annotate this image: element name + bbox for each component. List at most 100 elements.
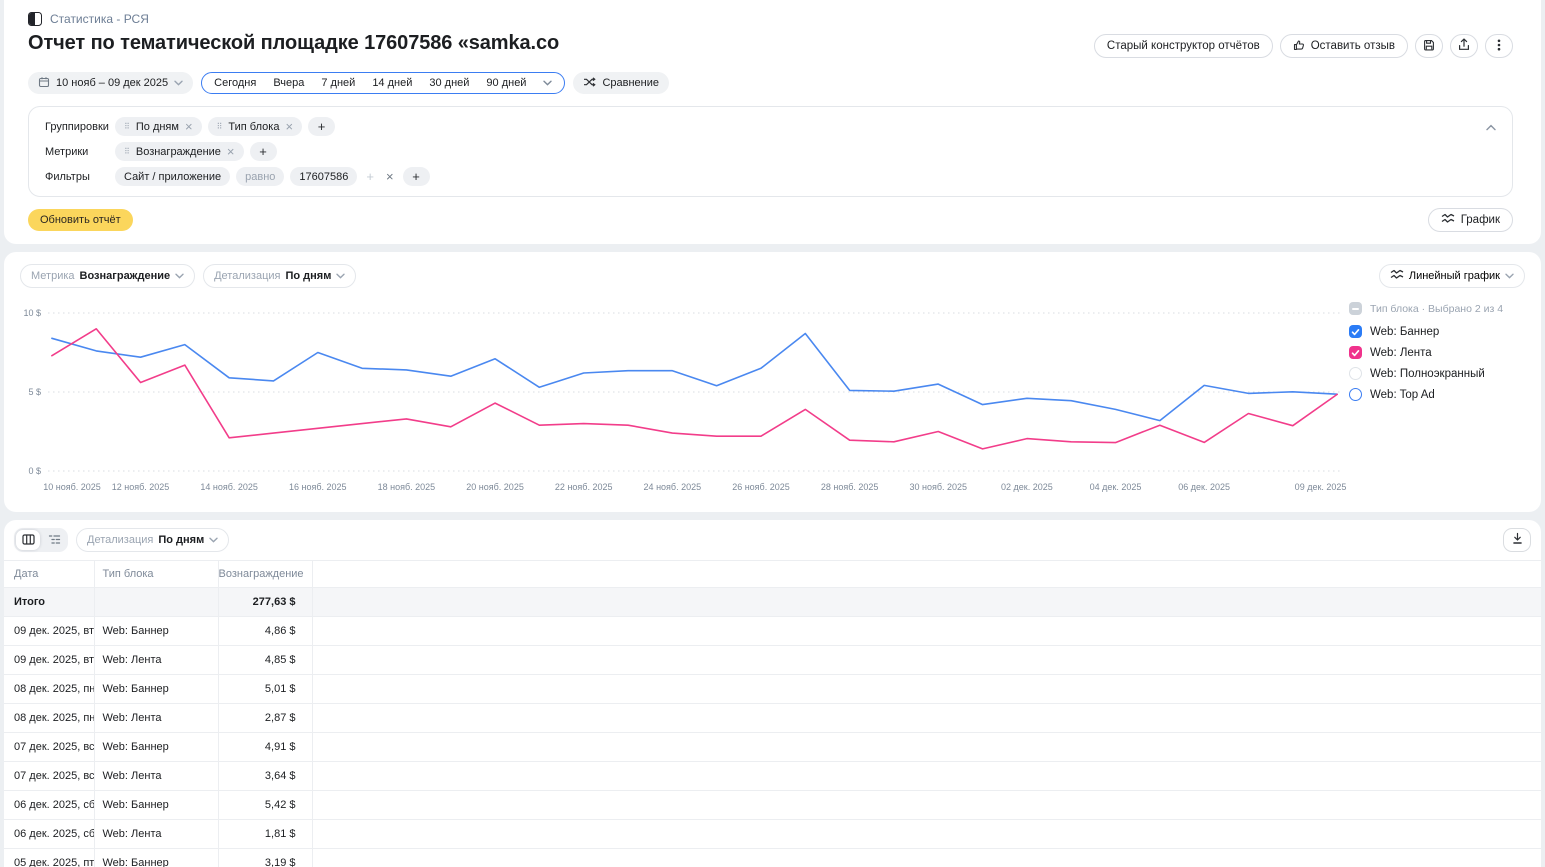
cell-block-type: Web: Баннер — [94, 790, 219, 820]
report-actions-row: Обновить отчёт График — [28, 208, 1513, 232]
drag-handle-icon[interactable]: ⠿ — [124, 147, 130, 156]
table-row: 07 дек. 2025, вс Web: Баннер 4,91 $ — [4, 732, 1541, 762]
filter-value[interactable]: 17607586 — [290, 167, 358, 186]
cell-block-type: Web: Лента — [94, 703, 219, 733]
checked-checkbox-icon[interactable] — [1349, 346, 1362, 359]
table-detail-dropdown[interactable]: Детализация По дням — [76, 528, 230, 552]
unchecked-checkbox-icon[interactable] — [1349, 367, 1362, 380]
x-tick-label: 30 нояб. 2025 — [909, 482, 968, 492]
x-tick-label: 20 нояб. 2025 — [466, 482, 524, 492]
filters-row: Фильтры Сайт / приложение равно 17607586… — [45, 164, 1496, 189]
pivot-view-button[interactable] — [42, 530, 66, 550]
more-button[interactable] — [1485, 34, 1513, 58]
chart-body: 0 $ 5 $ 10 $ 10 нояб. 2025 12 нояб. 2025 14 … — [20, 302, 1525, 496]
x-tick-label: 24 нояб. 2025 — [643, 482, 702, 492]
update-report-button[interactable]: Обновить отчёт — [28, 209, 133, 231]
download-button[interactable] — [1503, 528, 1531, 552]
cell-date: 08 дек. 2025, пн — [4, 703, 95, 733]
app-logo-icon — [28, 12, 42, 26]
save-icon — [1423, 39, 1435, 54]
close-icon[interactable]: × — [184, 119, 193, 134]
unchecked-checkbox-icon[interactable] — [1349, 388, 1362, 401]
date-range-picker[interactable]: 10 нояб – 09 дек 2025 — [28, 72, 194, 94]
x-tick-label: 06 дек. 2025 — [1178, 482, 1231, 492]
chart-line — [52, 329, 1337, 449]
grouping-chip[interactable]: ⠿ Тип блока × — [207, 117, 303, 136]
cell-date: 07 дек. 2025, вс — [4, 732, 95, 762]
table-row: 08 дек. 2025, пн Web: Лента 2,87 $ — [4, 703, 1541, 733]
legend-item[interactable]: Web: Лента — [1349, 346, 1525, 359]
compare-icon — [583, 76, 597, 90]
date-preset[interactable]: 14 дней — [372, 77, 413, 89]
old-report-builder-button[interactable]: Старый конструктор отчётов — [1093, 34, 1273, 58]
cell-date: 08 дек. 2025, пн — [4, 674, 95, 704]
feedback-button[interactable]: Оставить отзыв — [1279, 34, 1408, 58]
checked-checkbox-icon[interactable] — [1349, 325, 1362, 338]
chart-header: Метрика Вознаграждение Детализация По дн… — [20, 264, 1525, 288]
column-header-block-type[interactable]: Тип блока — [94, 560, 219, 588]
x-tick-label: 12 нояб. 2025 — [111, 482, 170, 492]
drag-handle-icon[interactable]: ⠿ — [216, 122, 223, 131]
cell-date: 05 дек. 2025, пт — [4, 848, 95, 867]
date-range-label: 10 нояб – 09 дек 2025 — [56, 77, 169, 89]
breadcrumb-label: Статистика - РСЯ — [50, 12, 149, 26]
chart-type-dropdown[interactable]: Линейный график — [1378, 264, 1525, 288]
legend-item[interactable]: Web: Полноэкранный — [1349, 367, 1525, 380]
groupings-row: Группировки ⠿ По дням × ⠿ Тип блока × + — [45, 114, 1496, 139]
table-row: 09 дек. 2025, вт Web: Лента 4,85 $ — [4, 645, 1541, 675]
query-panel: Группировки ⠿ По дням × ⠿ Тип блока × + Метрик… — [28, 106, 1513, 197]
column-header-empty — [312, 560, 1541, 588]
export-button[interactable] — [1450, 34, 1478, 58]
header-section: Статистика - РСЯ Отчет по тематической п… — [4, 0, 1541, 244]
collapse-panel-button[interactable] — [1484, 117, 1498, 136]
filter-chips: Сайт / приложение равно 17607586 + × + — [115, 167, 430, 186]
x-tick-label: 22 нояб. 2025 — [554, 482, 613, 492]
detail-dropdown[interactable]: Детализация По дням — [203, 264, 357, 288]
chevron-up-icon — [1486, 119, 1496, 134]
date-presets: Сегодня Вчера 7 дней 14 дней 30 дней 90 дней — [201, 72, 566, 94]
line-chart[interactable]: 0 $ 5 $ 10 $ — [23, 308, 1341, 476]
cell-block-type — [94, 587, 219, 617]
metric-dropdown[interactable]: Метрика Вознаграждение — [20, 264, 196, 288]
date-preset[interactable]: Сегодня — [214, 77, 257, 89]
filter-operator[interactable]: равно — [236, 167, 285, 186]
chevron-down-icon — [543, 80, 553, 86]
close-icon[interactable]: × — [285, 119, 294, 134]
chevron-down-icon — [174, 77, 183, 89]
breadcrumb[interactable]: Статистика - РСЯ — [28, 12, 149, 26]
x-tick-label: 02 дек. 2025 — [1001, 482, 1053, 492]
add-metric-button[interactable]: + — [249, 142, 277, 161]
chevron-down-icon — [175, 270, 184, 282]
add-grouping-button[interactable]: + — [308, 117, 336, 136]
date-preset[interactable]: Вчера — [273, 77, 305, 89]
compare-button[interactable]: Сравнение — [573, 72, 670, 94]
column-header-reward[interactable]: Вознаграждение — [218, 560, 313, 588]
save-button[interactable] — [1415, 34, 1443, 58]
metric-chip[interactable]: ⠿ Вознаграждение × — [115, 142, 244, 161]
remove-filter-button[interactable]: × — [385, 169, 394, 184]
column-header-date[interactable]: Дата — [4, 560, 95, 588]
date-preset[interactable]: 90 дней — [486, 77, 527, 89]
filter-field[interactable]: Сайт / приложение — [115, 167, 231, 186]
date-preset[interactable]: 7 дней — [321, 77, 356, 89]
add-filter-button[interactable]: + — [402, 167, 430, 186]
x-tick-label: 04 дек. 2025 — [1089, 482, 1142, 492]
line-chart-icon — [1441, 213, 1455, 227]
x-tick-label: 26 нояб. 2025 — [732, 482, 790, 492]
plus-icon: + — [366, 169, 374, 184]
date-preset[interactable]: 30 дней — [429, 77, 470, 89]
legend-item[interactable]: Web: Баннер — [1349, 325, 1525, 338]
drag-handle-icon[interactable]: ⠿ — [124, 122, 130, 131]
legend-title[interactable]: Тип блока · Выбрано 2 из 4 — [1349, 302, 1525, 315]
close-icon[interactable]: × — [226, 144, 235, 159]
table-header-row: Дата Тип блока Вознаграждение — [4, 560, 1541, 588]
chart-toggle-button[interactable]: График — [1427, 208, 1513, 232]
indeterminate-checkbox-icon[interactable] — [1349, 302, 1362, 315]
table-view-button[interactable] — [16, 530, 40, 550]
table-section: Детализация По дням Дата Тип блока Возна… — [4, 520, 1541, 867]
chart-legend: Тип блока · Выбрано 2 из 4 Web: Баннер Web… — [1341, 302, 1525, 496]
legend-item[interactable]: Web: Top Ad — [1349, 388, 1525, 401]
grouping-chip[interactable]: ⠿ По дням × — [115, 117, 202, 136]
y-tick-label: 5 $ — [28, 387, 41, 397]
